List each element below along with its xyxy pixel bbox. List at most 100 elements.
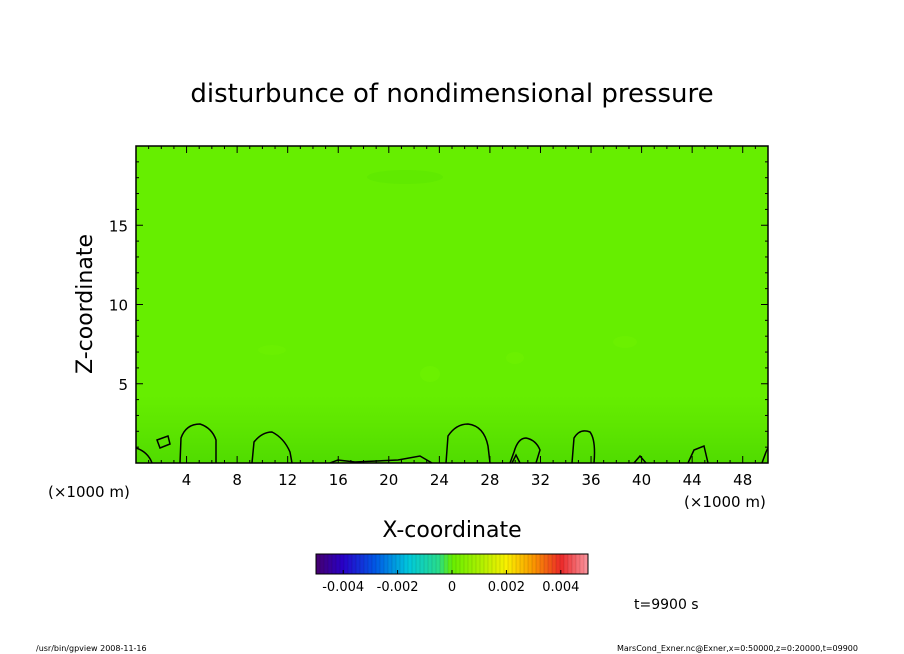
colorbar-segment: [464, 554, 469, 574]
colorbar-segment: [480, 554, 485, 574]
field-patch: [420, 366, 440, 382]
colorbar-segment: [556, 554, 561, 574]
contour-line: [179, 423, 217, 463]
field-patch: [258, 345, 286, 355]
colorbar-segment: [368, 554, 373, 574]
colorbar-segment: [420, 554, 425, 574]
colorbar-segment: [388, 554, 393, 574]
colorbar-segment: [404, 554, 409, 574]
colorbar-segment: [560, 554, 565, 574]
colorbar-segment: [328, 554, 333, 574]
contour-line: [687, 444, 709, 463]
colorbar-segment: [440, 554, 445, 574]
colorbar-tick-label: -0.004: [322, 580, 364, 595]
colorbar-segment: [320, 554, 325, 574]
colorbar-segment: [496, 554, 501, 574]
x-tick-label: 16: [329, 471, 348, 489]
colorbar-segment: [572, 554, 577, 574]
time-annotation: t=9900 s: [634, 597, 699, 613]
contour-line: [511, 453, 521, 463]
y-axis-label: Z-coordinate: [73, 234, 98, 374]
contour-line: [633, 454, 647, 463]
colorbar-segment: [492, 554, 497, 574]
colorbar-labels: -0.004 -0.002 0 0.002 0.004: [322, 570, 579, 595]
colorbar-segment: [452, 554, 457, 574]
colorbar-segment: [552, 554, 557, 574]
colorbar-segment: [548, 554, 553, 574]
colorbar-tick-label: -0.002: [377, 580, 419, 595]
colorbar-segment: [332, 554, 337, 574]
colorbar-segment: [448, 554, 453, 574]
colorbar: [316, 554, 589, 574]
colorbar-segment: [376, 554, 381, 574]
x-axis-ticks: 4 8 12 16 20 24 28 32 36 40 44 48: [148, 146, 756, 489]
contour-line: [571, 430, 596, 463]
colorbar-segment: [468, 554, 473, 574]
colorbar-segment: [456, 554, 461, 574]
contour-line: [509, 437, 541, 463]
colorbar-tick-label: 0.002: [488, 580, 525, 595]
colorbar-segment: [344, 554, 349, 574]
x-tick-label: 12: [278, 471, 297, 489]
colorbar-segment: [356, 554, 361, 574]
colorbar-segment: [316, 554, 321, 574]
x-tick-label: 20: [379, 471, 398, 489]
colorbar-segment: [460, 554, 465, 574]
x-tick-label: 48: [733, 471, 752, 489]
colorbar-segment: [508, 554, 513, 574]
colorbar-segment: [580, 554, 585, 574]
colorbar-segment: [484, 554, 489, 574]
x-axis-label: X-coordinate: [382, 518, 521, 543]
colorbar-segment: [336, 554, 341, 574]
colorbar-segment: [436, 554, 441, 574]
colorbar-segment: [400, 554, 405, 574]
colorbar-segment: [348, 554, 353, 574]
colorbar-segment: [584, 554, 589, 574]
x-tick-label: 8: [232, 471, 242, 489]
colorbar-segment: [532, 554, 537, 574]
colorbar-segment: [540, 554, 545, 574]
contour-line: [445, 423, 491, 463]
colorbar-segment: [528, 554, 533, 574]
colorbar-segment: [324, 554, 329, 574]
colorbar-tick-label: 0.004: [542, 580, 579, 595]
field-patch: [506, 352, 524, 364]
footer-right: MarsCond_Exner.nc@Exner,x=0:50000,z=0:20…: [617, 644, 858, 653]
colorbar-segment: [568, 554, 573, 574]
x-tick-label: 28: [480, 471, 499, 489]
contour-lines: [136, 423, 768, 463]
colorbar-segment: [384, 554, 389, 574]
colorbar-segment: [524, 554, 529, 574]
colorbar-segment: [380, 554, 385, 574]
colorbar-segment: [428, 554, 433, 574]
colorbar-segment: [340, 554, 345, 574]
x-unit-right: (×1000 m): [684, 493, 766, 511]
x-tick-label: 4: [182, 471, 192, 489]
contour-line: [136, 447, 153, 463]
contour-loop: [156, 435, 171, 449]
colorbar-segment: [444, 554, 449, 574]
x-tick-label: 44: [683, 471, 702, 489]
colorbar-segment: [476, 554, 481, 574]
colorbar-segment: [412, 554, 417, 574]
colorbar-segment: [364, 554, 369, 574]
x-tick-label: 32: [531, 471, 550, 489]
colorbar-segment: [512, 554, 517, 574]
x-tick-label: 40: [632, 471, 651, 489]
x-tick-label: 24: [430, 471, 449, 489]
y-tick-label: 15: [109, 217, 128, 235]
chart-title: disturbunce of nondimensional pressure: [190, 79, 713, 109]
colorbar-segment: [396, 554, 401, 574]
colorbar-segment: [516, 554, 521, 574]
colorbar-segment: [392, 554, 397, 574]
colorbar-segment: [576, 554, 581, 574]
contour-line: [251, 431, 293, 463]
x-unit-left: (×1000 m): [48, 483, 130, 501]
field-patch: [613, 336, 637, 348]
footer-left: /usr/bin/gpview 2008-11-16: [36, 644, 147, 653]
y-axis-ticks: 5 10 15: [109, 161, 768, 448]
colorbar-segment: [544, 554, 549, 574]
colorbar-segment: [352, 554, 357, 574]
colorbar-segment: [504, 554, 509, 574]
